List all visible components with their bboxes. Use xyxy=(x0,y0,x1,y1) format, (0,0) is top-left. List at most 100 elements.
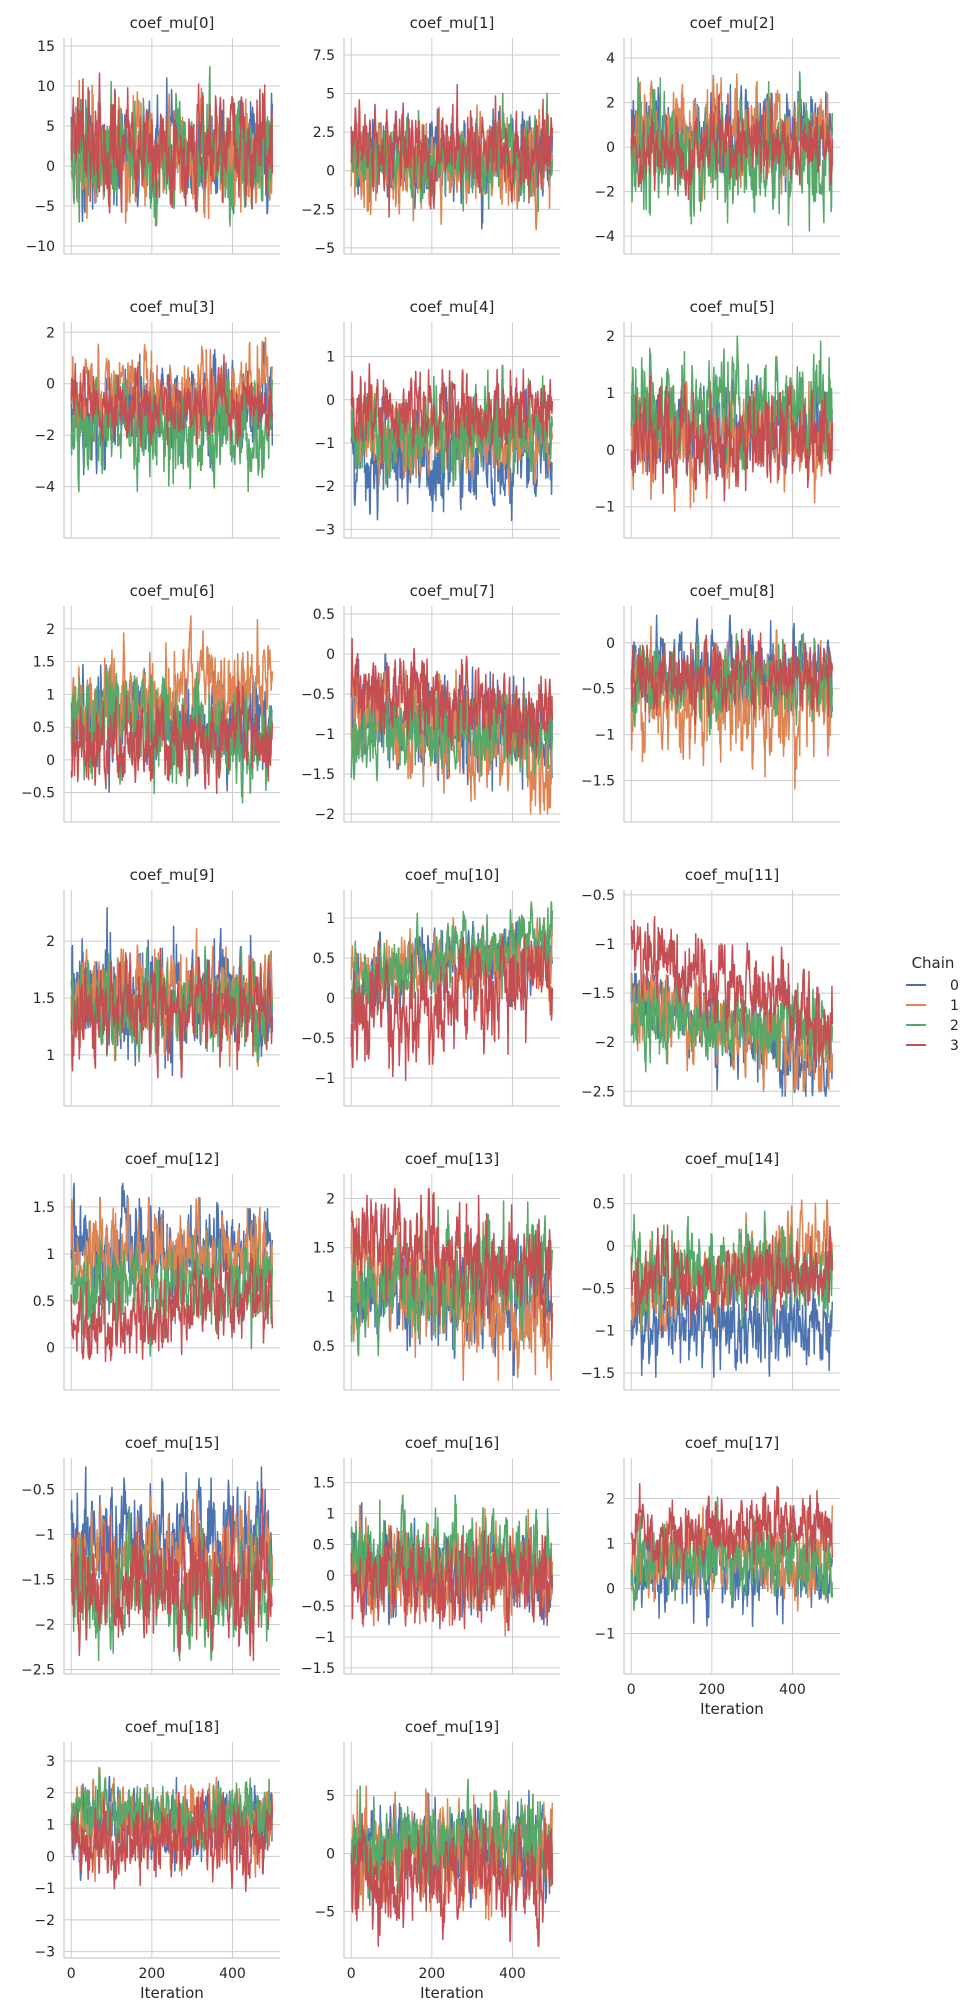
y-tick-label-4: 0 xyxy=(326,647,335,663)
y-tick-label-1: 0 xyxy=(606,443,615,459)
legend-label-1: 1 xyxy=(950,998,959,1014)
subplot-title: coef_mu[7] xyxy=(410,582,495,601)
legend-label-0: 0 xyxy=(950,978,959,994)
trace-line-chain-2 xyxy=(630,1496,834,1612)
y-tick-label-1: −2 xyxy=(594,185,615,201)
y-tick-label-1: −2 xyxy=(314,479,335,495)
y-tick-label-4: 10 xyxy=(37,79,55,95)
x-tick-label-2: 400 xyxy=(219,1966,246,1982)
subplot-title: coef_mu[4] xyxy=(410,298,495,317)
y-tick-label-2: −0.5 xyxy=(581,682,615,698)
y-tick-label-1: −1 xyxy=(594,1324,615,1340)
y-tick-label-0: −5 xyxy=(314,241,335,257)
x-tick-label-0: 0 xyxy=(67,1966,76,1982)
y-tick-label-4: −0.5 xyxy=(21,1483,55,1499)
y-tick-label-2: 0 xyxy=(326,991,335,1007)
subplot-grid: coef_mu[0]−10−5051015coef_mu[1]−5−2.502.… xyxy=(21,14,840,2002)
y-tick-label-3: 2 xyxy=(606,96,615,112)
subplot-6: coef_mu[6] −0.5 0 0.5 1 1.5 2 xyxy=(21,582,280,823)
x-tick-label-0: 0 xyxy=(347,1966,356,1982)
subplot-title: coef_mu[2] xyxy=(690,14,775,33)
x-tick-label-2: 400 xyxy=(499,1966,526,1982)
trace-line-chain-3 xyxy=(630,916,834,1063)
y-tick-label-0: 0.5 xyxy=(313,1339,335,1355)
y-tick-label-3: 5 xyxy=(46,119,55,135)
y-tick-label-1: −1 xyxy=(314,1630,335,1646)
legend-entry-0: 0 xyxy=(906,978,959,994)
subplot-13: coef_mu[13] 0.5 1 1.5 2 xyxy=(313,1150,560,1391)
subplot-19: coef_mu[19] −5 0 5 0 200 400 Iteration xyxy=(314,1718,560,2002)
y-tick-label-1: −1.5 xyxy=(301,767,335,783)
y-tick-label-1: 0 xyxy=(46,753,55,769)
subplot-title: coef_mu[0] xyxy=(130,14,215,33)
y-tick-label-1: −2 xyxy=(34,428,55,444)
y-tick-label-0: −1.5 xyxy=(581,774,615,790)
x-tick-label-2: 400 xyxy=(779,1682,806,1698)
y-tick-label-3: 2 xyxy=(606,1492,615,1508)
y-tick-label-3: 0.5 xyxy=(313,951,335,967)
trace-line-chain-2 xyxy=(350,901,554,1015)
legend-entry-1: 1 xyxy=(906,998,959,1014)
subplot-3: coef_mu[3] −4 −2 0 2 xyxy=(34,298,280,539)
subplot-18: coef_mu[18] −3 −2 −1 0 1 2 3 0 200 400 Iteration xyxy=(34,1718,280,2002)
subplot-title: coef_mu[3] xyxy=(130,298,215,317)
y-tick-label-4: 1 xyxy=(326,911,335,927)
y-tick-label-2: 1 xyxy=(606,386,615,402)
subplot-4: coef_mu[4] −3 −2 −1 0 1 xyxy=(314,298,560,539)
trace-line-chain-3 xyxy=(70,1788,274,1893)
subplot-title: coef_mu[8] xyxy=(690,582,775,601)
y-tick-label-4: −0.5 xyxy=(581,888,615,904)
y-tick-label-5: 2 xyxy=(46,622,55,638)
subplot-10: coef_mu[10] −1 −0.5 0 0.5 1 xyxy=(301,866,560,1107)
y-tick-label-3: 2 xyxy=(326,1192,335,1208)
legend-entry-2: 2 xyxy=(906,1018,959,1034)
y-tick-label-0: −1.5 xyxy=(581,1366,615,1382)
subplot-17: coef_mu[17] −1 0 1 2 0 200 400 Iteration xyxy=(594,1434,840,1718)
x-tick-label-0: 0 xyxy=(627,1682,636,1698)
y-tick-label-3: 0 xyxy=(606,636,615,652)
y-tick-label-4: 1.5 xyxy=(33,655,55,671)
y-tick-label-0: −1 xyxy=(314,1071,335,1087)
trace-line-chain-3 xyxy=(350,1812,554,1948)
y-tick-label-0: −3 xyxy=(314,522,335,538)
y-tick-label-2: 1 xyxy=(606,1537,615,1553)
y-tick-label-3: −1 xyxy=(34,1528,55,1544)
y-tick-label-0: −2 xyxy=(314,807,335,823)
y-tick-label-4: 4 xyxy=(606,51,615,67)
y-tick-label-3: 2 xyxy=(46,325,55,341)
subplot-title: coef_mu[17] xyxy=(685,1434,779,1453)
y-tick-label-1: −0.5 xyxy=(301,1031,335,1047)
subplot-title: coef_mu[12] xyxy=(125,1150,219,1169)
subplot-5: coef_mu[5] −1 0 1 2 xyxy=(594,298,840,539)
y-tick-label-4: 0.5 xyxy=(313,1537,335,1553)
y-tick-label-1: −2 xyxy=(34,1618,55,1634)
y-tick-label-5: 15 xyxy=(37,39,55,55)
subplot-9: coef_mu[9] 1 1.5 2 xyxy=(33,866,280,1107)
y-tick-label-3: 2.5 xyxy=(313,125,335,141)
trace-line-chain-3 xyxy=(70,354,274,448)
y-tick-label-1: 1 xyxy=(326,1290,335,1306)
trace-line-chain-3 xyxy=(70,680,274,795)
y-tick-label-6: 3 xyxy=(46,1754,55,1770)
subplot-12: coef_mu[12] 0 0.5 1 1.5 xyxy=(33,1150,280,1391)
y-tick-label-5: 2 xyxy=(46,1786,55,1802)
subplot-8: coef_mu[8] −1.5 −1 −0.5 0 xyxy=(581,582,840,823)
subplot-1: coef_mu[1] −5 −2.5 0 2.5 5 7.5 xyxy=(301,14,560,257)
subplot-14: coef_mu[14] −1.5 −1 −0.5 0 0.5 xyxy=(581,1150,840,1391)
y-tick-label-2: 1.5 xyxy=(313,1241,335,1257)
trace-line-chain-3 xyxy=(350,362,554,470)
y-tick-label-3: −0.5 xyxy=(301,687,335,703)
subplot-title: coef_mu[19] xyxy=(405,1718,499,1737)
y-tick-label-1: −2 xyxy=(594,1035,615,1051)
y-tick-label-0: −3 xyxy=(34,1945,55,1961)
y-tick-label-3: 1.5 xyxy=(33,1200,55,1216)
y-tick-label-2: 0.5 xyxy=(33,720,55,736)
trace-line-chain-3 xyxy=(630,375,834,502)
subplot-title: coef_mu[5] xyxy=(690,298,775,317)
subplot-2: coef_mu[2] −4 −2 0 2 4 xyxy=(594,14,840,255)
y-tick-label-4: 1 xyxy=(326,350,335,366)
x-axis-label: Iteration xyxy=(420,1984,484,2002)
subplot-title: coef_mu[10] xyxy=(405,866,499,885)
y-tick-label-2: −1 xyxy=(314,727,335,743)
